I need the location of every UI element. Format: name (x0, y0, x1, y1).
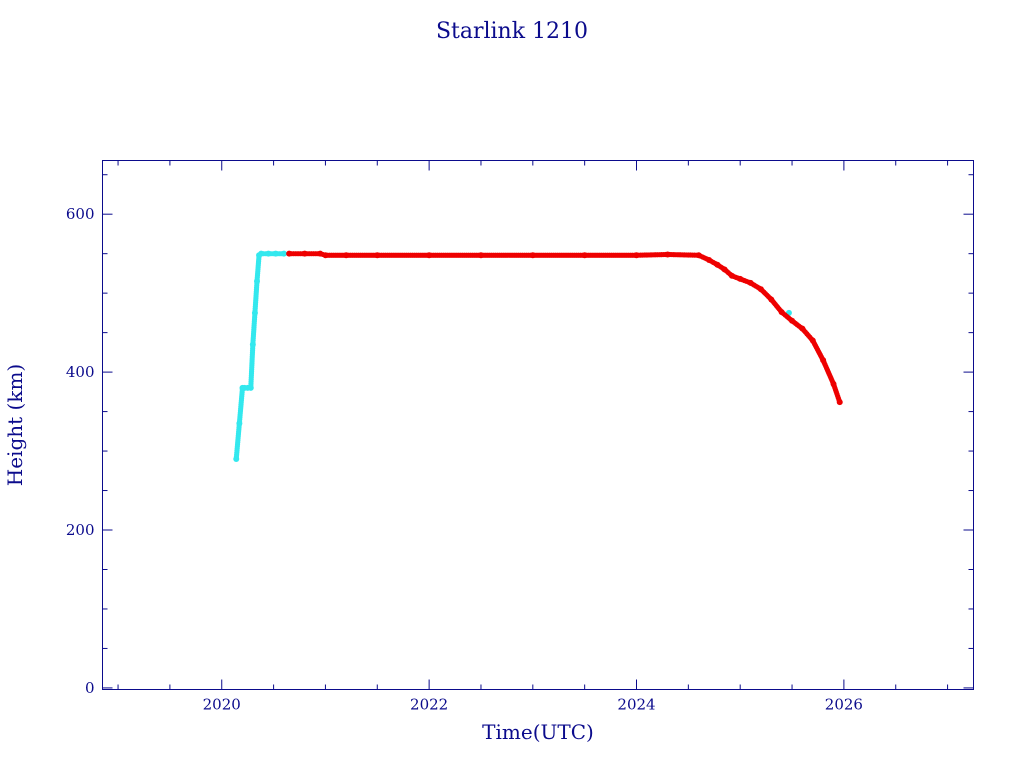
data-point (836, 399, 843, 406)
data-points (233, 250, 843, 462)
y-tick-label: 600 (66, 205, 95, 223)
x-tick-label: 2024 (617, 696, 655, 714)
axis-tick-labels: 2020 2022 2024 2026 0 200 400 600 (66, 205, 863, 713)
x-tick-label: 2020 (203, 696, 241, 714)
plot-frame (102, 160, 974, 690)
y-tick-label: 200 (66, 521, 95, 539)
y-tick-label: 400 (66, 363, 95, 381)
x-tick-label: 2026 (825, 696, 863, 714)
y-axis-label: Height (km) (3, 364, 27, 486)
axis-ticks (102, 160, 974, 690)
x-axis-label: Time(UTC) (482, 720, 594, 744)
data-point (280, 250, 287, 257)
chart-title: Starlink 1210 (436, 19, 588, 44)
y-tick-label: 0 (85, 679, 95, 697)
x-tick-label: 2022 (410, 696, 448, 714)
